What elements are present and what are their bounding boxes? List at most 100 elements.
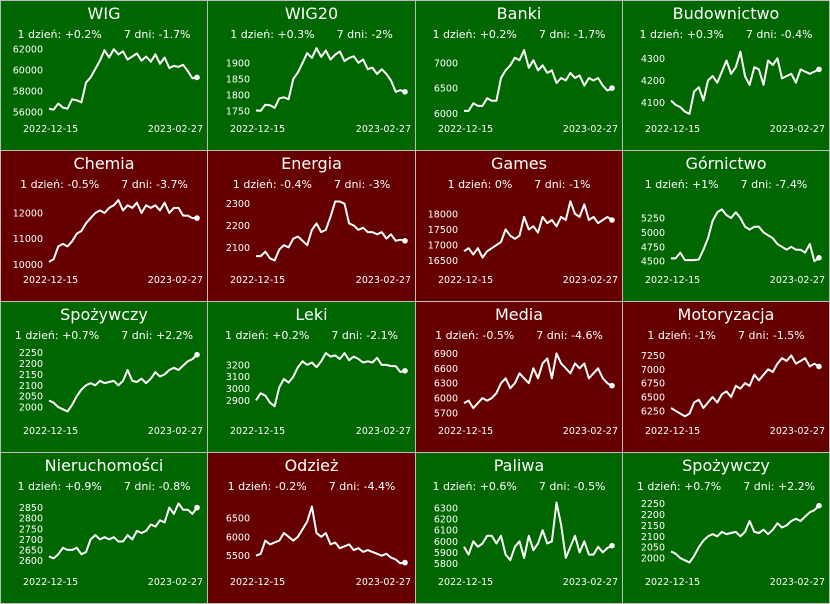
y-tick-label: 7000 [434, 58, 458, 69]
change-1-day: 1 dzień: 0% [447, 178, 513, 191]
chart-title: WIG20 [284, 4, 339, 23]
y-tick-label: 6300 [434, 379, 458, 390]
y-tick-label: 6500 [226, 513, 250, 524]
y-tick-label: 6250 [641, 406, 665, 417]
chart-title: Energia [281, 154, 342, 173]
x-start-label: 2022-12-15 [438, 426, 493, 437]
chart-stats: 1 dzień: +1% 7 dni: -7.4% [623, 178, 829, 191]
y-tick-label: 1900 [226, 58, 250, 69]
chart-title: WIG [87, 4, 121, 23]
y-tick-label: 1800 [226, 91, 250, 102]
y-tick-label: 4100 [641, 98, 665, 109]
chart-panel: WIG20 1 dzień: +0.3% 7 dni: -2% 1750 1800 1… [207, 0, 416, 151]
y-tick-label: 2000 [641, 554, 665, 565]
y-tick-label: 17500 [428, 225, 458, 236]
y-tick-label: 6100 [434, 526, 458, 537]
chart-title: Leki [295, 305, 328, 324]
change-7-days: 7 dni: -4.4% [328, 480, 396, 493]
line-chart: 6000 6500 7000 2022-12-15 2023-02-27 [434, 49, 618, 135]
series-line [671, 208, 820, 263]
chart-stats: 1 dzień: -0.2% 7 dni: -4.4% [208, 480, 415, 493]
x-start-label: 2022-12-15 [23, 577, 78, 588]
chart-title: Spożywczy [682, 456, 770, 475]
y-tick-label: 1750 [226, 107, 250, 118]
x-start-label: 2022-12-15 [23, 275, 78, 286]
last-value-point [194, 74, 200, 81]
x-end-label: 2023-02-27 [148, 426, 203, 437]
x-end-label: 2023-02-27 [148, 275, 203, 286]
y-tick-label: 2250 [19, 348, 43, 359]
x-end-label: 2023-02-27 [770, 275, 825, 286]
chart-stats: 1 dzień: +0.6% 7 dni: -0.5% [416, 480, 622, 493]
chart-title: Spożywczy [60, 305, 148, 324]
change-1-day: 1 dzień: -0.5% [435, 329, 515, 342]
x-end-label: 2023-02-27 [770, 577, 825, 588]
x-end-label: 2023-02-27 [356, 577, 411, 588]
line-chart: 1750 1800 1850 1900 2022-12-15 2023-02-27 [226, 47, 411, 135]
chart-panel: Games 1 dzień: 0% 7 dni: -1% 16500 17000 17… [415, 150, 623, 302]
chart-title: Odzież [284, 456, 339, 475]
y-tick-label: 2250 [641, 499, 665, 510]
line-chart: 2100 2200 2300 2022-12-15 2023-02-27 [226, 199, 411, 286]
y-tick-label: 6000 [434, 537, 458, 548]
x-start-label: 2022-12-15 [438, 124, 493, 135]
y-tick-label: 11000 [13, 234, 43, 245]
chart-panel: Chemia 1 dzień: -0.5% 7 dni: -3.7% 10000 1… [0, 150, 208, 302]
x-start-label: 2022-12-15 [645, 426, 700, 437]
y-tick-label: 2150 [19, 370, 43, 381]
x-start-label: 2022-12-15 [23, 124, 78, 135]
change-1-day: 1 dzień: +0.2% [224, 329, 310, 342]
last-value-point [402, 89, 408, 95]
y-tick-label: 2650 [19, 545, 43, 556]
chart-panel: Energia 1 dzień: -0.4% 7 dni: -3% 2100 220… [207, 150, 416, 302]
y-tick-label: 5700 [434, 409, 458, 420]
series-line [48, 353, 198, 413]
change-1-day: 1 dzień: +0.3% [230, 28, 315, 41]
last-value-point [402, 368, 408, 374]
change-7-days: 7 dni: -0.8% [123, 480, 191, 493]
y-tick-label: 60000 [13, 66, 43, 77]
y-tick-label: 17000 [428, 241, 458, 252]
chart-title: Chemia [73, 154, 135, 173]
chart-title: Górnictwo [685, 154, 767, 173]
change-7-days: 7 dni: -4.6% [536, 329, 603, 342]
chart-panel: WIG 1 dzień: +0.2% 7 dni: -1.7% 56000 5800… [0, 0, 208, 151]
y-tick-label: 5250 [641, 214, 665, 225]
change-7-days: 7 dni: -1.5% [738, 329, 805, 342]
change-1-day: 1 dzień: +0.9% [17, 480, 102, 493]
series-line [463, 200, 613, 259]
y-tick-label: 2800 [19, 514, 43, 525]
y-tick-label: 2150 [641, 521, 665, 532]
y-tick-label: 2200 [19, 359, 43, 370]
x-end-label: 2023-02-27 [356, 426, 411, 437]
y-tick-label: 2900 [226, 396, 250, 407]
y-tick-label: 2600 [19, 556, 43, 567]
x-end-label: 2023-02-27 [563, 577, 618, 588]
change-7-days: 7 dni: -0.4% [745, 28, 813, 41]
y-tick-label: 3000 [226, 384, 250, 395]
chart-panel: Górnictwo 1 dzień: +1% 7 dni: -7.4% 4500 4… [622, 150, 830, 302]
chart-panel: Leki 1 dzień: +0.2% 7 dni: -2.1% 2900 3000… [207, 301, 416, 453]
y-tick-label: 2050 [641, 543, 665, 554]
x-end-label: 2023-02-27 [356, 124, 411, 135]
y-tick-label: 6000 [434, 394, 458, 405]
y-tick-label: 7000 [641, 365, 665, 376]
change-1-day: 1 dzień: -0.2% [227, 480, 307, 493]
x-end-label: 2023-02-27 [563, 275, 618, 286]
last-value-point [609, 382, 615, 389]
y-tick-label: 62000 [13, 45, 43, 56]
last-value-point [816, 502, 822, 509]
y-tick-label: 2000 [19, 403, 43, 414]
x-start-label: 2022-12-15 [438, 275, 493, 286]
change-1-day: 1 dzień: +0.7% [636, 480, 722, 493]
chart-title: Games [491, 154, 547, 173]
last-value-point [816, 255, 822, 261]
x-start-label: 2022-12-15 [230, 275, 285, 286]
change-1-day: 1 dzień: +0.6% [432, 480, 517, 493]
y-tick-label: 4200 [641, 76, 665, 87]
last-value-point [609, 85, 615, 91]
y-tick-label: 16500 [428, 256, 458, 267]
